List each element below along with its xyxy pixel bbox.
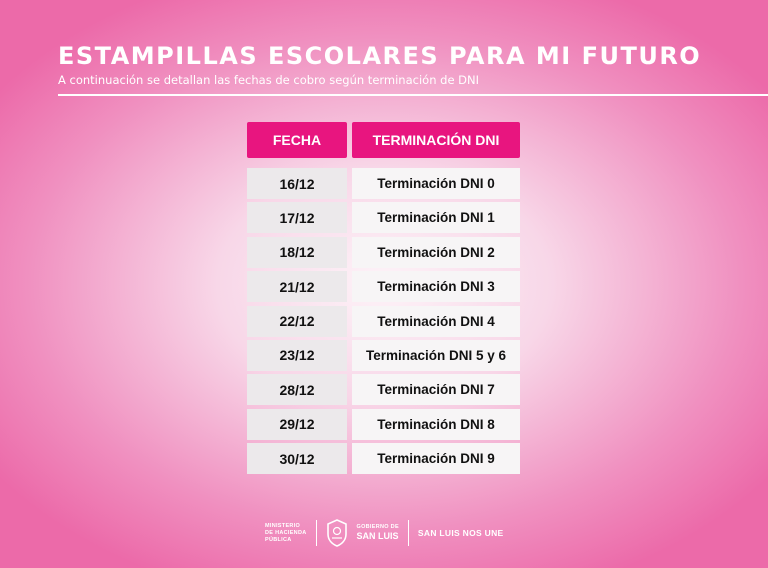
slogan-text: SAN LUIS NOS UNE <box>417 528 504 538</box>
terminacion-cell: Terminación DNI 9 <box>352 443 520 475</box>
fecha-column: FECHA 16/12 17/12 18/12 21/12 22/12 23/1… <box>247 122 347 478</box>
title-divider <box>58 94 768 96</box>
fecha-cell: 16/12 <box>247 168 347 199</box>
fecha-cell: 22/12 <box>247 305 347 337</box>
footer-logos: MINISTERIO DE HACIENDA PÚBLICA GOBIERNO … <box>265 516 503 550</box>
terminacion-cell: Terminación DNI 2 <box>352 236 520 268</box>
fecha-header: FECHA <box>247 122 347 158</box>
footer-divider <box>407 520 409 546</box>
terminacion-cell: Terminación DNI 1 <box>352 202 520 234</box>
fecha-cell: 28/12 <box>247 374 347 406</box>
fecha-cell: 23/12 <box>247 339 347 371</box>
fecha-cell: 21/12 <box>247 271 347 303</box>
ministerio-logo-text: MINISTERIO DE HACIENDA PÚBLICA <box>265 522 307 543</box>
terminacion-cell: Terminación DNI 7 <box>352 374 520 406</box>
terminacion-cell: Terminación DNI 5 y 6 <box>352 339 520 371</box>
terminacion-cell: Terminación DNI 4 <box>352 305 520 337</box>
fecha-cell: 29/12 <box>247 408 347 440</box>
fecha-cell: 30/12 <box>247 443 347 475</box>
fecha-cell: 17/12 <box>247 202 347 234</box>
page-title: ESTAMPILLAS ESCOLARES PARA MI FUTURO <box>58 42 702 70</box>
terminacion-header: TERMINACIÓN DNI <box>352 122 520 158</box>
gobierno-logo-text: GOBIERNO DE SAN LUIS <box>356 523 399 542</box>
san-luis-shield-icon <box>326 519 347 547</box>
footer-divider <box>315 520 317 546</box>
terminacion-cell: Terminación DNI 8 <box>352 408 520 440</box>
page-subtitle: A continuación se detallan las fechas de… <box>58 73 480 87</box>
terminacion-cell: Terminación DNI 0 <box>352 168 520 199</box>
terminacion-cell: Terminación DNI 3 <box>352 271 520 303</box>
fecha-cell: 18/12 <box>247 236 347 268</box>
gobierno-small-text: GOBIERNO DE <box>356 523 399 530</box>
terminacion-column: TERMINACIÓN DNI Terminación DNI 0 Termin… <box>352 122 520 478</box>
gobierno-big-text: SAN LUIS <box>356 531 399 542</box>
